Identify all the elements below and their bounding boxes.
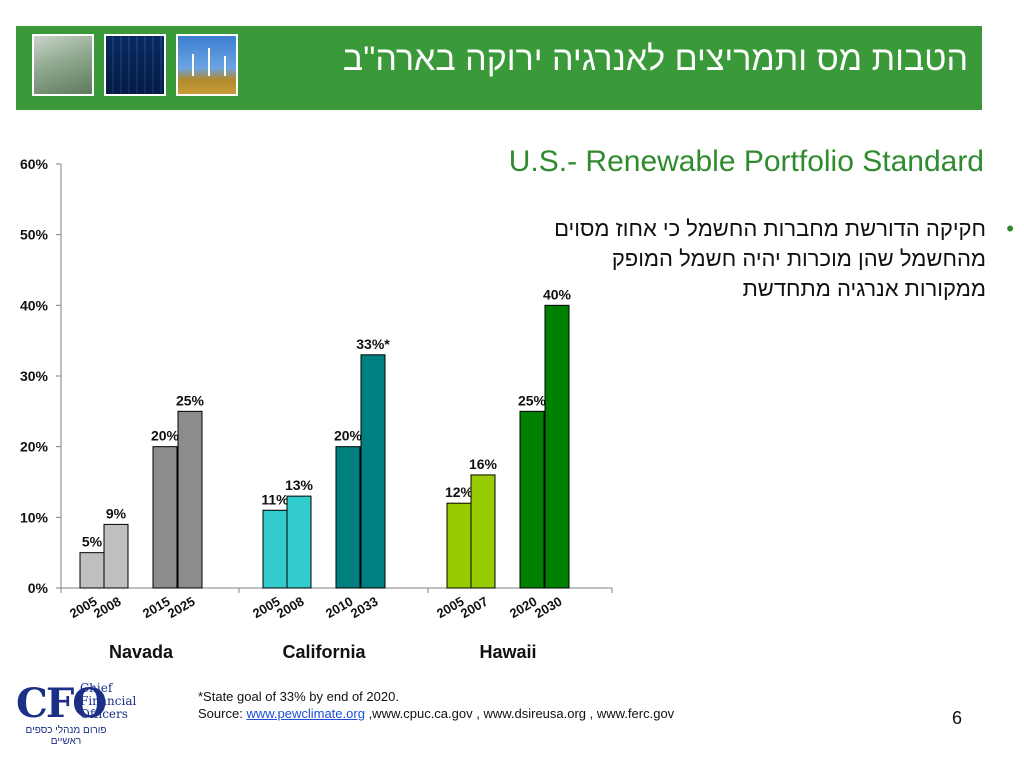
bar-navada-2008: [103, 523, 129, 589]
data-label: 13%: [285, 477, 314, 493]
x-tick-label: 2033: [348, 594, 381, 621]
logo-word: Financial: [80, 694, 137, 708]
footnote: *State goal of 33% by end of 2020. Sourc…: [198, 688, 674, 722]
bar-california-2010: [335, 446, 361, 589]
solar-farm-photo-icon: [32, 34, 94, 96]
footnote-note: *State goal of 33% by end of 2020.: [198, 689, 399, 704]
bar-california-2005: [262, 509, 288, 589]
page-title: הטבות מס ותמריצים לאנרגיה ירוקה בארה"ב: [342, 40, 968, 78]
data-label: 5%: [82, 534, 103, 550]
x-tick-label: 2025: [165, 594, 198, 621]
y-tick-label: 50%: [20, 227, 49, 243]
bullet-line: מהחשמל שהן מוכרות יהיה חשמל המופק: [611, 246, 986, 271]
data-label: 25%: [518, 392, 547, 408]
data-label: 11%: [261, 491, 289, 507]
y-tick-label: 30%: [20, 368, 49, 384]
bar-navada-2005: [79, 552, 105, 589]
source-rest: ,www.cpuc.ca.gov , www.dsireusa.org , ww…: [368, 706, 675, 721]
solar-panel-photo-icon: [104, 34, 166, 96]
x-tick-label: 2008: [91, 594, 124, 621]
logo-mark: CFO: [16, 680, 107, 727]
rps-bar-chart: 0%10%20%30%40%50%60%5%20059%200820%20152…: [20, 156, 613, 662]
logo-word: Officers: [80, 707, 128, 721]
group-label: Hawaii: [479, 642, 536, 662]
y-tick-label: 20%: [20, 439, 49, 455]
chart-subtitle: U.S.- Renewable Portfolio Standard: [508, 145, 984, 178]
bullet-text: • חקיקה הדורשת מחברות החשמל כי אחוז מסוי…: [426, 214, 1014, 304]
x-tick-label: 2007: [458, 594, 491, 621]
source-link[interactable]: www.pewclimate.org: [246, 706, 365, 721]
y-tick-label: 60%: [20, 156, 49, 172]
data-label: 33%*: [356, 336, 390, 352]
group-label: Navada: [109, 642, 174, 662]
source-label: Source:: [198, 706, 243, 721]
data-label: 12%: [445, 484, 474, 500]
bullet-dot-icon: •: [1006, 216, 1014, 241]
y-tick-label: 10%: [20, 509, 49, 525]
logo-tagline: פורום מנהלי כספים ראשיים: [25, 725, 107, 747]
bar-hawaii-2005: [446, 502, 472, 589]
data-label: 20%: [151, 428, 180, 444]
bar-hawaii-2020: [519, 410, 545, 589]
logo-words: Chief Financial Officers: [80, 682, 136, 721]
x-tick-label: 2008: [274, 594, 307, 621]
bar-navada-2025: [177, 410, 203, 589]
data-label: 16%: [469, 456, 498, 472]
y-tick-label: 40%: [20, 297, 49, 313]
header-banner: הטבות מס ותמריצים לאנרגיה ירוקה בארה"ב: [16, 26, 982, 110]
group-label: California: [282, 642, 366, 662]
footnote-source: Source: www.pewclimate.org ,www.cpuc.ca.…: [198, 705, 674, 722]
bar-california-2033: [360, 354, 386, 589]
wind-turbines-photo-icon: [176, 34, 238, 96]
data-label: 40%: [543, 286, 572, 302]
bullet-line: ממקורות אנרגיה מתחדשת: [742, 276, 986, 301]
bar-hawaii-2030: [544, 304, 570, 589]
y-tick-label: 0%: [28, 580, 49, 596]
bar-hawaii-2007: [470, 474, 496, 589]
logo-word: Chief: [80, 681, 113, 695]
data-label: 25%: [176, 392, 205, 408]
bullet-line: חקיקה הדורשת מחברות החשמל כי אחוז מסוים: [554, 216, 986, 241]
bar-navada-2015: [152, 446, 178, 589]
cfo-logo: CFO Chief Financial Officers פורום מנהלי…: [16, 680, 136, 747]
data-label: 20%: [334, 428, 363, 444]
x-tick-label: 2030: [532, 594, 565, 621]
data-label: 9%: [106, 505, 127, 521]
bar-california-2008: [286, 495, 312, 589]
page-number: 6: [951, 708, 962, 728]
